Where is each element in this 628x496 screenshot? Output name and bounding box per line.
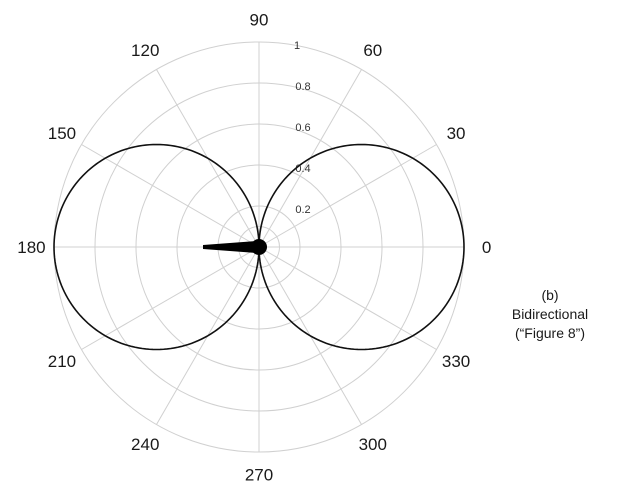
microphone-icon xyxy=(203,239,267,255)
radial-tick-label: 0.8 xyxy=(295,81,310,93)
chart-caption: (b) Bidirectional (“Figure 8”) xyxy=(490,286,610,343)
angular-tick-label: 0 xyxy=(482,238,491,257)
radial-tick-labels: 0.2 0.4 0.6 0.8 1 xyxy=(294,40,311,216)
angular-tick-label: 30 xyxy=(447,124,466,143)
series-layer xyxy=(53,143,465,351)
angular-tick-label: 270 xyxy=(245,466,273,485)
radial-tick-label: 1 xyxy=(294,40,300,52)
angular-tick-label: 90 xyxy=(250,10,269,29)
angular-tick-labels: 0 30 60 90 120 150 180 210 240 270 300 330 xyxy=(17,10,491,484)
microphone-head xyxy=(251,239,267,255)
angular-tick-label: 210 xyxy=(48,352,76,371)
angular-tick-label: 60 xyxy=(363,41,382,60)
radial-tick-label: 0.4 xyxy=(295,163,310,175)
angular-gridline xyxy=(81,144,260,248)
angular-gridline xyxy=(258,144,437,248)
caption-line-1: (b) xyxy=(541,287,559,303)
caption-line-3: (“Figure 8”) xyxy=(514,325,585,341)
radial-tick-label: 0.2 xyxy=(295,204,310,216)
microphone-body xyxy=(203,241,257,253)
angular-gridline xyxy=(81,246,260,350)
caption-line-2: Bidirectional xyxy=(511,306,589,322)
angular-gridline xyxy=(258,246,437,350)
radial-tick-label: 0.6 xyxy=(295,122,310,134)
angular-tick-label: 180 xyxy=(17,238,45,257)
angular-tick-label: 150 xyxy=(48,124,76,143)
angular-tick-label: 330 xyxy=(442,352,470,371)
angular-tick-label: 240 xyxy=(131,435,159,454)
angular-tick-label: 300 xyxy=(359,435,387,454)
angular-tick-label: 120 xyxy=(131,41,159,60)
series-line xyxy=(53,143,465,351)
